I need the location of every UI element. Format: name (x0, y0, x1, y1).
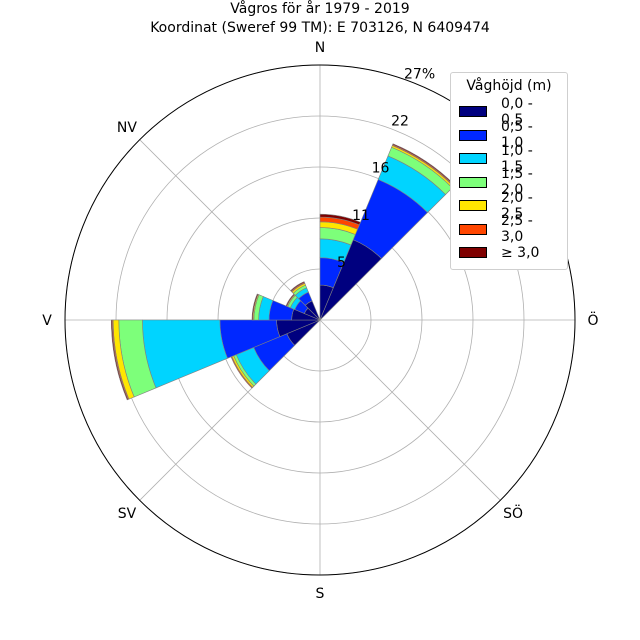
direction-label: SÖ (503, 504, 523, 522)
legend-label: 1,0 - 1,5 (501, 142, 533, 175)
legend-item: 0,0 - 0,5 (459, 96, 559, 128)
legend-label: 0,0 - 0,5 (501, 95, 533, 128)
legend-item: 1,5 - 2,0 (459, 166, 559, 198)
legend-label: 2,5 - 3,0 (501, 213, 533, 246)
legend-swatch (459, 200, 487, 212)
legend-item: 0,5 - 1,0 (459, 119, 559, 151)
legend-swatch (459, 129, 487, 141)
direction-label: V (42, 313, 52, 329)
direction-label: S (316, 586, 325, 602)
radial-tick-label: 16 (372, 161, 390, 177)
rose-bar-segment (251, 293, 259, 321)
chart-title-line-2: Koordinat (Sweref 99 TM): E 703126, N 64… (150, 20, 490, 36)
legend-title: Våghöjd (m) (466, 78, 552, 94)
legend-item: 1,0 - 1,5 (459, 143, 559, 175)
radial-tick-label: 5 (337, 255, 346, 271)
chart-title-line-1: Vågros för år 1979 - 2019 (230, 1, 410, 17)
radial-tick-label: 22 (391, 114, 409, 130)
legend-item: ≥ 3,0 (459, 241, 559, 265)
direction-label: SV (118, 506, 137, 522)
polar-frame (64, 64, 576, 576)
direction-label: Ö (587, 311, 598, 329)
grid-spoke (139, 139, 321, 321)
legend-label: 1,5 - 2,0 (501, 166, 533, 199)
direction-label: N (315, 40, 325, 56)
legend-swatch (459, 223, 487, 235)
legend: Våghöjd (m) 0,0 - 0,5 0,5 - 1,0 1,0 - 1,5 1… (450, 72, 568, 270)
legend-swatch (459, 153, 487, 165)
legend-label: 2,0 - 2,5 (501, 189, 533, 222)
chart-title: Vågros för år 1979 - 2019 Koordinat (Swe… (0, 0, 640, 38)
radial-tick-label: 27% (404, 66, 435, 82)
legend-swatch (459, 176, 487, 188)
legend-item: 2,0 - 2,5 (459, 190, 559, 222)
grid-spoke (319, 319, 501, 501)
rose-bars (110, 143, 456, 401)
legend-rows: 0,0 - 0,5 0,5 - 1,0 1,0 - 1,5 1,5 - 2,0 2,0 … (459, 96, 559, 265)
legend-label: ≥ 3,0 (501, 244, 540, 261)
legend-swatch (459, 106, 487, 118)
legend-label: 0,5 - 1,0 (501, 119, 533, 152)
legend-item: 2,5 - 3,0 (459, 213, 559, 245)
direction-label: NV (117, 120, 137, 136)
legend-swatch (459, 247, 487, 259)
rose-bar-segment (142, 319, 228, 389)
rose-bar-segment (110, 319, 129, 401)
rose-bar-segment (290, 281, 305, 292)
radial-tick-label: 11 (352, 208, 370, 224)
